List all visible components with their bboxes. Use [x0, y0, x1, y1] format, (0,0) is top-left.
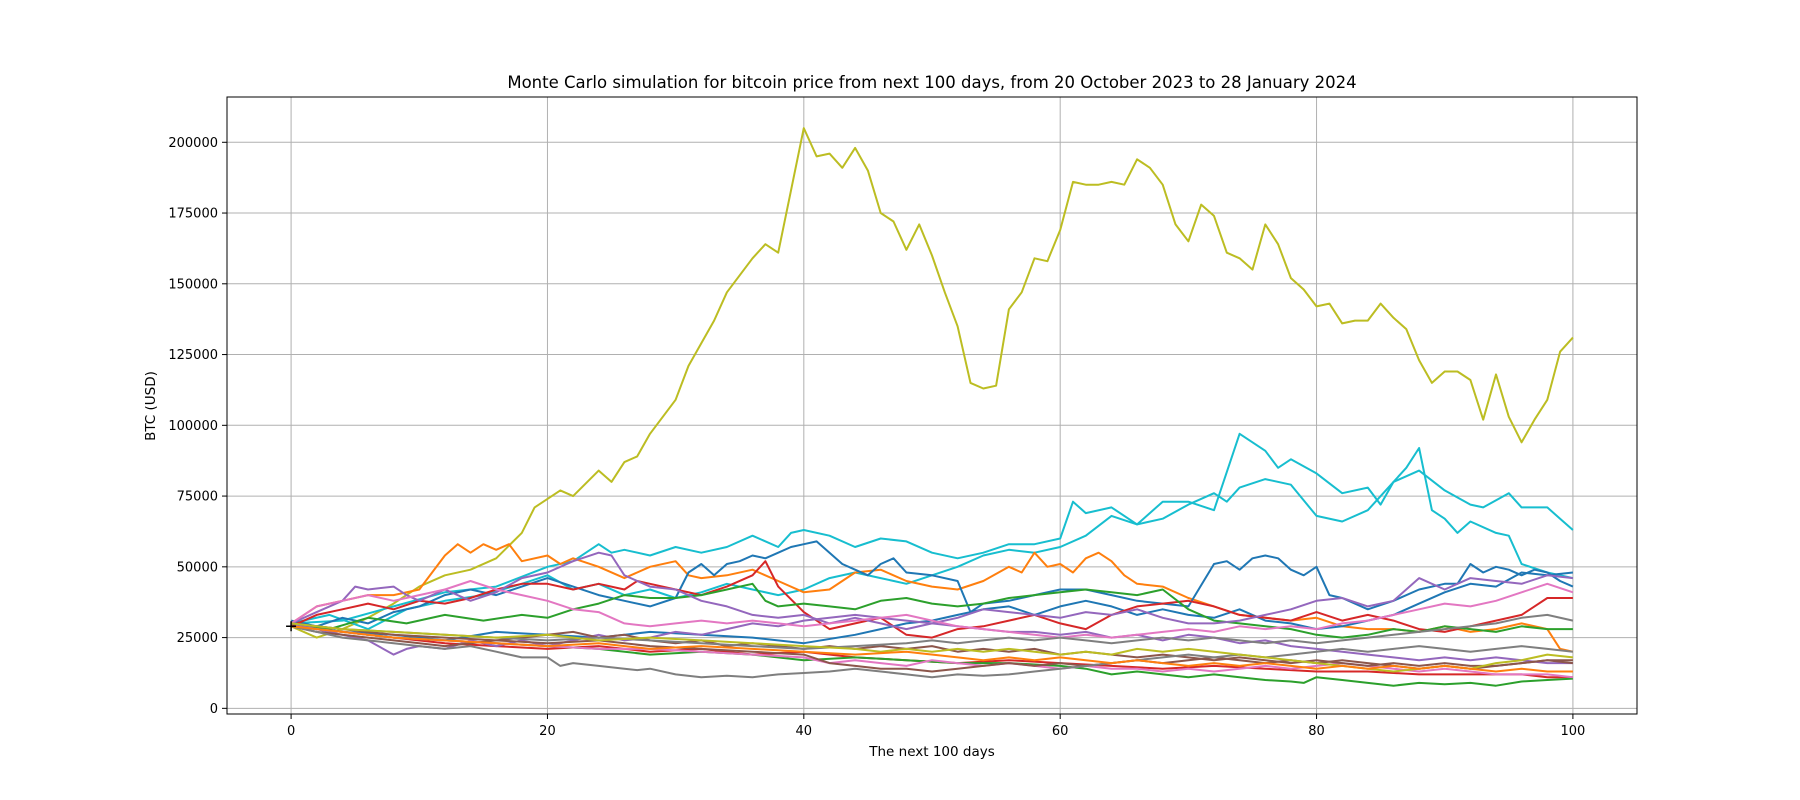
- series-group: [290, 127, 1574, 687]
- y-tick-label: 0: [210, 702, 218, 717]
- start-marker: [286, 621, 297, 632]
- simulation-path-15: [290, 625, 1573, 667]
- x-tick-label: 60: [1052, 724, 1069, 739]
- x-axis-label: The next 100 days: [868, 744, 995, 760]
- y-tick-label: 175000: [168, 207, 218, 222]
- simulation-path-19: [290, 622, 1574, 673]
- x-axis-ticks: 0 20 40 60 80 100: [287, 714, 1585, 739]
- simulation-path-11: [290, 551, 1574, 631]
- simulation-path-17: [290, 625, 1574, 679]
- y-tick-label: 75000: [177, 490, 218, 505]
- x-tick-label: 80: [1308, 724, 1325, 739]
- y-tick-label: 100000: [168, 419, 218, 434]
- simulation-path-5: [290, 540, 1574, 628]
- x-tick-label: 40: [796, 724, 813, 739]
- y-axis-ticks: 0 25000 50000 75000 100000 125000 150000 175000…: [168, 136, 227, 717]
- y-tick-label: 200000: [168, 136, 218, 151]
- x-tick-label: 20: [539, 724, 556, 739]
- y-tick-label: 125000: [168, 348, 218, 363]
- chart-title: Monte Carlo simulation for bitcoin price…: [507, 73, 1356, 92]
- y-axis-label: BTC (USD): [143, 371, 159, 441]
- y-tick-label: 150000: [168, 277, 218, 292]
- y-tick-label: 25000: [177, 631, 218, 646]
- start-marker-group: [286, 621, 297, 632]
- grid-lines: [227, 97, 1637, 714]
- simulation-path-13: [290, 580, 1574, 639]
- y-tick-label: 50000: [177, 560, 218, 575]
- simulation-path-1: [290, 127, 1574, 639]
- plot-frame: [226, 96, 1638, 715]
- simulation-path-7: [290, 560, 1573, 639]
- x-tick-label: 0: [287, 724, 295, 739]
- x-tick-label: 100: [1560, 724, 1585, 739]
- simulation-path-20: [290, 625, 1573, 673]
- simulation-path-2: [291, 432, 1574, 625]
